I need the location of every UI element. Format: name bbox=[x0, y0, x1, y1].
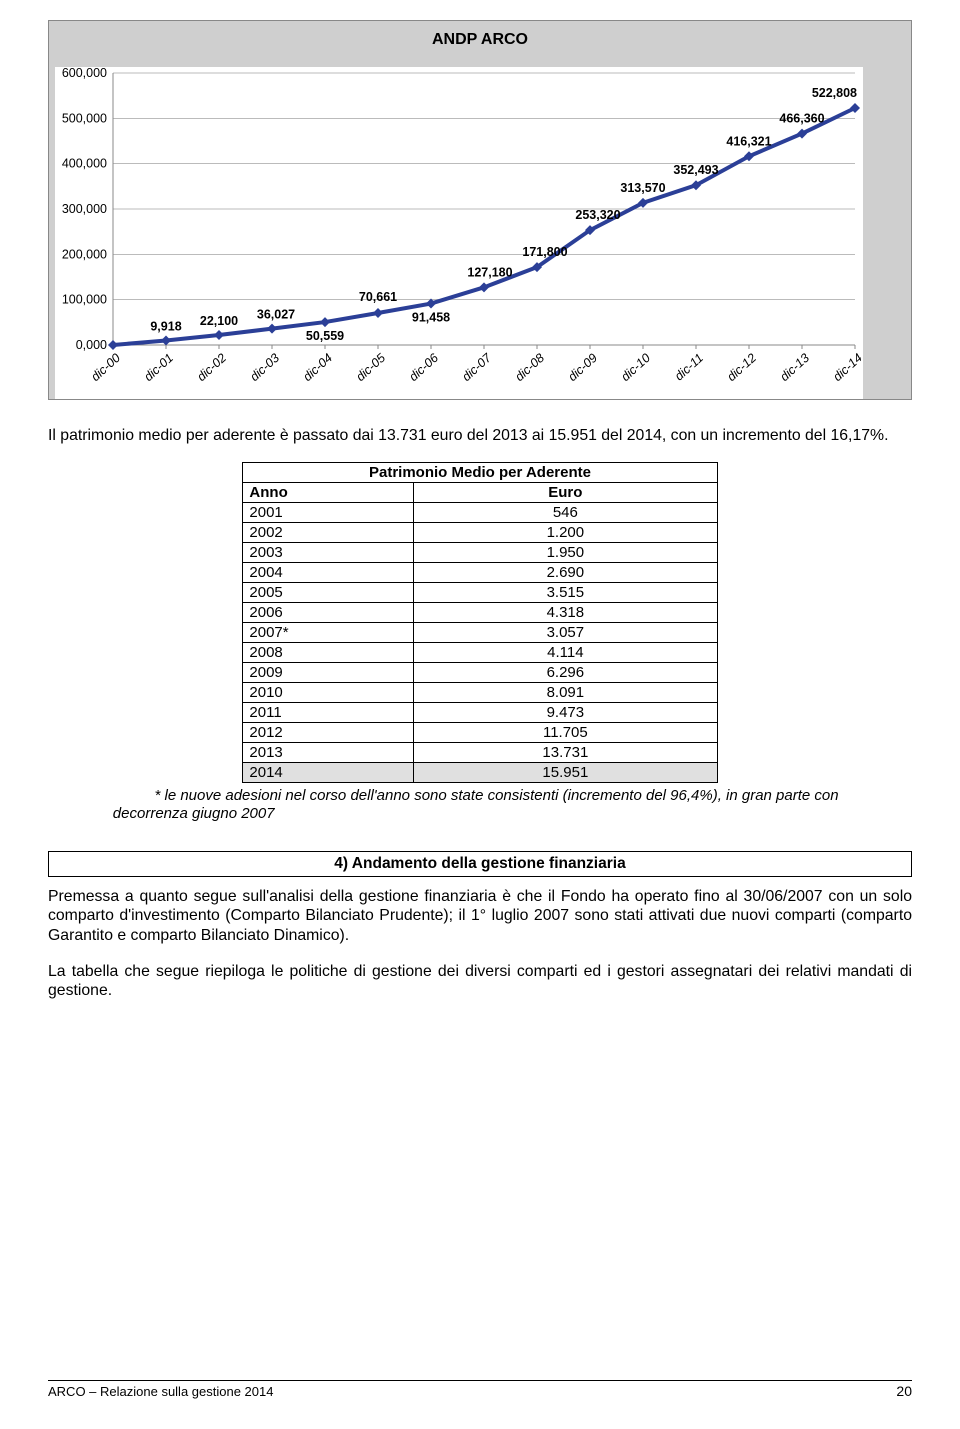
table-cell: 11.705 bbox=[414, 722, 717, 742]
paragraph-3: La tabella che segue riepiloga le politi… bbox=[48, 962, 912, 1001]
table-cell: 13.731 bbox=[414, 742, 717, 762]
svg-text:50,559: 50,559 bbox=[306, 329, 344, 343]
table-cell: 2002 bbox=[243, 522, 414, 542]
svg-text:dic-03: dic-03 bbox=[247, 351, 282, 384]
table-cell: 2011 bbox=[243, 702, 414, 722]
svg-text:dic-06: dic-06 bbox=[406, 351, 441, 384]
chart-plot: 0,000 100,000 200,000 300,000 400,000 500,000… bbox=[55, 67, 863, 399]
section-heading: 4) Andamento della gestione finanziaria bbox=[48, 851, 912, 877]
svg-text:dic-09: dic-09 bbox=[565, 351, 600, 384]
table-cell: 2006 bbox=[243, 602, 414, 622]
table-cell: 2004 bbox=[243, 562, 414, 582]
table-cell: 3.515 bbox=[414, 582, 717, 602]
svg-text:313,570: 313,570 bbox=[620, 181, 665, 195]
table-row: 20042.690 bbox=[243, 562, 717, 582]
paragraph-2: Premessa a quanto segue sull'analisi del… bbox=[48, 887, 912, 946]
table-cell: 2005 bbox=[243, 582, 414, 602]
svg-text:dic-10: dic-10 bbox=[618, 351, 653, 384]
paragraph-intro: Il patrimonio medio per aderente è passa… bbox=[48, 426, 912, 446]
table-cell: 9.473 bbox=[414, 702, 717, 722]
svg-text:600,000: 600,000 bbox=[62, 67, 107, 80]
table-row: 20084.114 bbox=[243, 642, 717, 662]
svg-text:70,661: 70,661 bbox=[359, 290, 397, 304]
table-cell: 2013 bbox=[243, 742, 414, 762]
svg-text:0,000: 0,000 bbox=[76, 338, 107, 352]
footer-left: ARCO – Relazione sulla gestione 2014 bbox=[48, 1384, 273, 1399]
svg-text:dic-07: dic-07 bbox=[459, 350, 494, 384]
svg-text:522,808: 522,808 bbox=[812, 86, 857, 100]
svg-text:300,000: 300,000 bbox=[62, 202, 107, 216]
chart-frame: ANDP ARCO 0,000 100,000 200,000 300,000 400,… bbox=[48, 20, 912, 400]
table-row: 201313.731 bbox=[243, 742, 717, 762]
svg-text:91,458: 91,458 bbox=[412, 311, 450, 325]
table-cell: 1.950 bbox=[414, 542, 717, 562]
table-cell: 8.091 bbox=[414, 682, 717, 702]
table-row: 20053.515 bbox=[243, 582, 717, 602]
svg-text:400,000: 400,000 bbox=[62, 157, 107, 171]
svg-text:dic-13: dic-13 bbox=[777, 351, 812, 384]
page-footer: ARCO – Relazione sulla gestione 2014 20 bbox=[48, 1380, 912, 1399]
svg-text:200,000: 200,000 bbox=[62, 247, 107, 261]
svg-text:36,027: 36,027 bbox=[257, 308, 295, 322]
svg-text:dic-04: dic-04 bbox=[300, 351, 335, 384]
svg-text:22,100: 22,100 bbox=[200, 314, 238, 328]
table-cell: 2007* bbox=[243, 622, 414, 642]
svg-text:dic-14: dic-14 bbox=[830, 351, 861, 384]
table-header-euro: Euro bbox=[414, 482, 717, 502]
table-row: 2001546 bbox=[243, 502, 717, 522]
table-cell: 3.057 bbox=[414, 622, 717, 642]
table-row: 201415.951 bbox=[243, 762, 717, 782]
table-row: 20108.091 bbox=[243, 682, 717, 702]
table-cell: 4.114 bbox=[414, 642, 717, 662]
table-cell: 2012 bbox=[243, 722, 414, 742]
table-header-anno: Anno bbox=[243, 482, 414, 502]
table-cell: 2003 bbox=[243, 542, 414, 562]
footer-page-number: 20 bbox=[896, 1383, 912, 1399]
table-cell: 2009 bbox=[243, 662, 414, 682]
table-cell: 6.296 bbox=[414, 662, 717, 682]
svg-text:dic-11: dic-11 bbox=[672, 351, 706, 384]
table-cell: 2001 bbox=[243, 502, 414, 522]
svg-text:416,321: 416,321 bbox=[726, 134, 771, 148]
table-title: Patrimonio Medio per Aderente bbox=[243, 462, 717, 482]
table-row: 20119.473 bbox=[243, 702, 717, 722]
table-cell: 1.200 bbox=[414, 522, 717, 542]
svg-text:dic-01: dic-01 bbox=[141, 351, 176, 384]
page: ANDP ARCO 0,000 100,000 200,000 300,000 400,… bbox=[0, 0, 960, 1429]
table-cell: 2014 bbox=[243, 762, 414, 782]
chart-title: ANDP ARCO bbox=[53, 31, 907, 49]
svg-text:dic-08: dic-08 bbox=[512, 351, 547, 384]
svg-text:dic-12: dic-12 bbox=[724, 351, 759, 384]
table-cell: 15.951 bbox=[414, 762, 717, 782]
table-cell: 546 bbox=[414, 502, 717, 522]
table-row: 2007*3.057 bbox=[243, 622, 717, 642]
svg-text:466,360: 466,360 bbox=[779, 112, 824, 126]
svg-text:dic-05: dic-05 bbox=[353, 351, 388, 384]
svg-text:500,000: 500,000 bbox=[62, 111, 107, 125]
svg-text:dic-00: dic-00 bbox=[88, 351, 123, 384]
table-row: 20096.296 bbox=[243, 662, 717, 682]
table-cell: 2.690 bbox=[414, 562, 717, 582]
svg-text:9,918: 9,918 bbox=[150, 320, 181, 334]
svg-text:171,800: 171,800 bbox=[522, 245, 567, 259]
patrimonio-table: Patrimonio Medio per Aderente Anno Euro … bbox=[242, 462, 717, 783]
table-row: 20021.200 bbox=[243, 522, 717, 542]
chart-svg: 0,000 100,000 200,000 300,000 400,000 500,000… bbox=[55, 67, 861, 399]
table-footnote: * le nuove adesioni nel corso dell'anno … bbox=[113, 787, 847, 823]
table-row: 201211.705 bbox=[243, 722, 717, 742]
table-row: 20064.318 bbox=[243, 602, 717, 622]
svg-text:127,180: 127,180 bbox=[467, 265, 512, 279]
table-cell: 4.318 bbox=[414, 602, 717, 622]
table-cell: 2010 bbox=[243, 682, 414, 702]
svg-text:253,320: 253,320 bbox=[575, 208, 620, 222]
table-cell: 2008 bbox=[243, 642, 414, 662]
svg-text:352,493: 352,493 bbox=[673, 163, 718, 177]
svg-text:100,000: 100,000 bbox=[62, 293, 107, 307]
table-row: 20031.950 bbox=[243, 542, 717, 562]
svg-text:dic-02: dic-02 bbox=[194, 351, 229, 384]
